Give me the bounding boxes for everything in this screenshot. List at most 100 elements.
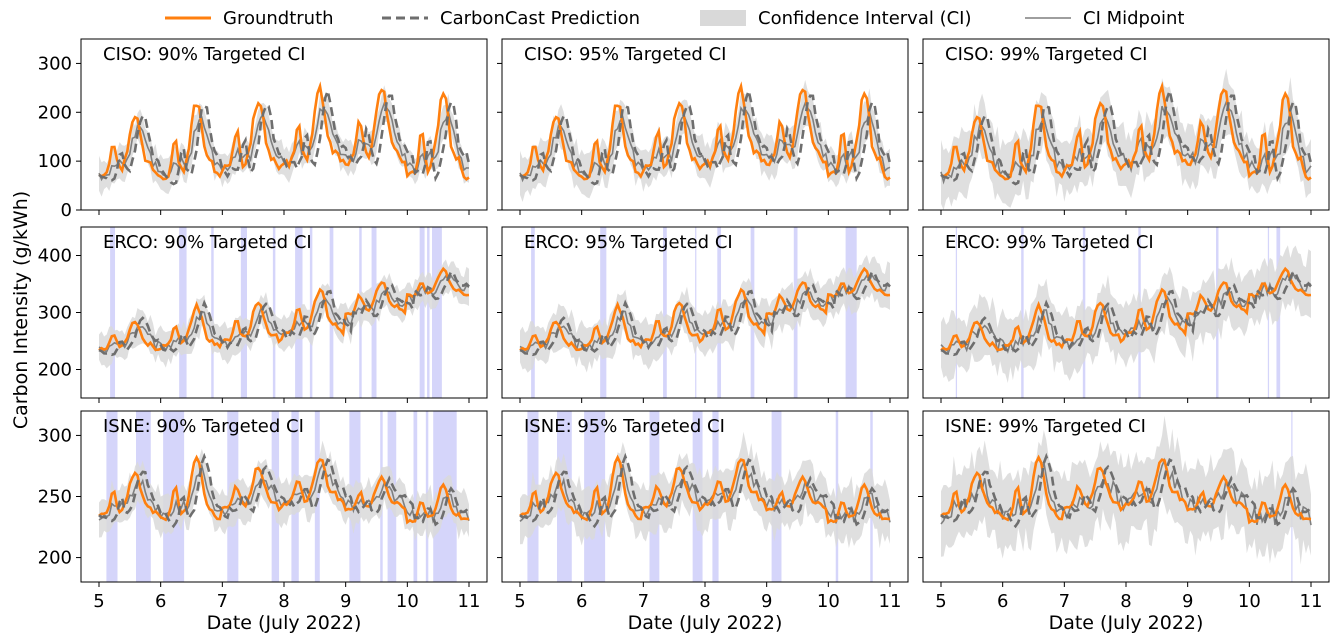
x-tick-label: 7 <box>1059 591 1070 612</box>
prediction-line <box>940 270 1312 357</box>
groundtruth-line <box>98 454 470 525</box>
panel: ERCO: 99% Targeted CI <box>918 226 1330 403</box>
y-tick-label: 300 <box>38 425 72 446</box>
x-tick-label: 6 <box>155 591 166 612</box>
plot-area <box>519 411 891 582</box>
plot-area <box>98 227 470 398</box>
prediction-line <box>98 270 470 357</box>
prediction-line <box>98 85 471 186</box>
legend-label: CarbonCast Prediction <box>440 8 640 29</box>
prediction-line <box>519 85 892 186</box>
plot-area <box>98 81 471 197</box>
panel-title: ERCO: 99% Targeted CI <box>945 232 1154 253</box>
x-tick-label: 8 <box>699 591 710 612</box>
y-tick-label: 200 <box>38 102 72 123</box>
panel: CISO: 95% Targeted CI <box>497 38 909 215</box>
x-tick-label: 6 <box>576 591 587 612</box>
panel-title: CISO: 99% Targeted CI <box>945 44 1147 65</box>
plot-area <box>940 227 1312 398</box>
x-tick-label: 9 <box>761 591 772 612</box>
ci-band <box>520 255 890 373</box>
x-tick-label: 7 <box>638 591 649 612</box>
x-axis-label: Date (July 2022) <box>628 612 783 634</box>
violation-band <box>419 227 425 398</box>
panel: ISNE: 90% Targeted CI 200 250 300 5 6 7 8 9 10 11 D… <box>38 410 488 634</box>
x-tick-label: 8 <box>278 591 289 612</box>
legend-entry: CarbonCast Prediction <box>382 8 640 29</box>
legend-label: CI Midpoint <box>1083 8 1184 29</box>
ci-band <box>941 245 1311 383</box>
plot-area <box>519 227 891 398</box>
groundtruth-line <box>940 81 1312 181</box>
panel: CISO: 99% Targeted CI <box>918 38 1330 215</box>
legend-label: Groundtruth <box>223 8 334 29</box>
ci-band <box>99 85 469 197</box>
y-tick-label: 300 <box>38 53 72 74</box>
groundtruth-line <box>519 454 891 525</box>
violation-band <box>432 227 442 398</box>
violation-band <box>427 227 430 398</box>
y-tick-label: 100 <box>38 151 72 172</box>
violation-band <box>314 411 320 582</box>
violation-band <box>663 227 667 398</box>
ci-band <box>941 68 1311 210</box>
panel: ISNE: 99% Targeted CI 5 6 7 8 9 10 11 Date (July… <box>918 410 1330 634</box>
violation-band <box>179 227 187 398</box>
plot-area <box>940 411 1312 582</box>
violation-band <box>211 227 214 398</box>
y-tick-label: 200 <box>38 360 72 381</box>
panel: ERCO: 95% Targeted CI <box>497 226 909 403</box>
ci-band <box>99 440 469 541</box>
panel-title: ISNE: 95% Targeted CI <box>524 416 725 437</box>
plot-area <box>98 411 470 582</box>
x-tick-label: 11 <box>879 591 902 612</box>
groundtruth-line <box>519 81 891 181</box>
y-tick-label: 300 <box>38 303 72 324</box>
violation-band <box>531 227 535 398</box>
prediction-line <box>940 85 1313 186</box>
x-tick-label: 5 <box>935 591 946 612</box>
violation-band <box>600 227 607 398</box>
x-axis-label: Date (July 2022) <box>207 612 362 634</box>
panel-title: CISO: 95% Targeted CI <box>524 44 726 65</box>
x-tick-label: 10 <box>396 591 419 612</box>
panels: CISO: 90% Targeted CI 0 100 200 300 CISO: 95%… <box>38 38 1330 634</box>
x-tick-label: 6 <box>997 591 1008 612</box>
plot-area <box>940 68 1313 210</box>
x-tick-label: 11 <box>458 591 481 612</box>
prediction-line <box>519 270 891 357</box>
x-tick-label: 7 <box>217 591 228 612</box>
y-tick-label: 400 <box>38 246 72 267</box>
prediction-line <box>98 452 470 529</box>
violation-band <box>955 227 958 398</box>
violation-band <box>240 227 247 398</box>
ci-band <box>941 415 1311 565</box>
x-tick-label: 8 <box>1120 591 1131 612</box>
legend: Groundtruth CarbonCast Prediction Confiden… <box>165 8 1184 29</box>
x-tick-label: 11 <box>1300 591 1323 612</box>
prediction-line <box>940 452 1312 529</box>
groundtruth-line <box>98 81 470 181</box>
plot-area <box>519 79 892 202</box>
groundtruth-line <box>940 454 1312 525</box>
panel-title: ISNE: 90% Targeted CI <box>103 416 304 437</box>
x-axis-label: Date (July 2022) <box>1049 612 1204 634</box>
ci-band <box>99 259 469 369</box>
ci-band <box>520 431 890 549</box>
x-tick-label: 9 <box>340 591 351 612</box>
x-tick-label: 5 <box>514 591 525 612</box>
legend-swatch <box>700 10 746 26</box>
panel: ISNE: 95% Targeted CI 5 6 7 8 9 10 11 Date (July… <box>497 410 909 634</box>
panel-title: CISO: 90% Targeted CI <box>103 44 305 65</box>
x-tick-label: 9 <box>1182 591 1193 612</box>
x-tick-label: 5 <box>93 591 104 612</box>
legend-label: Confidence Interval (CI) <box>758 8 972 29</box>
y-tick-label: 250 <box>38 487 72 508</box>
panel-title: ERCO: 95% Targeted CI <box>524 232 733 253</box>
violation-band <box>1021 227 1024 398</box>
legend-entry: Groundtruth <box>165 8 334 29</box>
y-tick-label: 200 <box>38 548 72 569</box>
panel: ERCO: 90% Targeted CI 200 300 400 <box>38 226 488 403</box>
ci-band <box>520 79 890 202</box>
x-tick-label: 10 <box>1238 591 1261 612</box>
